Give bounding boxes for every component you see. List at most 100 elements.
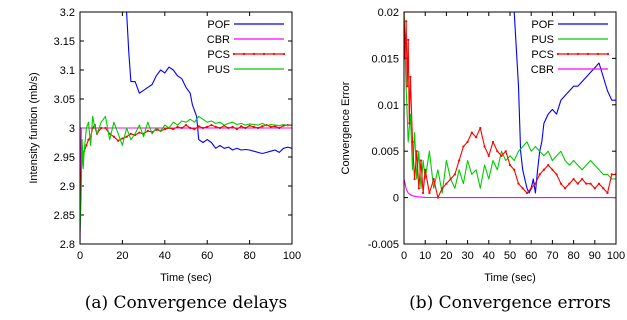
series-line-cbr <box>404 178 616 199</box>
series-point-pcs <box>248 124 251 127</box>
series-point-pcs <box>517 182 520 185</box>
series-point-pcs <box>201 126 205 130</box>
series-point-pcs <box>406 85 409 88</box>
y-tick-label: 3.15 <box>54 36 75 48</box>
series-point-pcs <box>525 191 529 195</box>
x-tick-label: 100 <box>283 250 301 262</box>
series-point-pcs <box>585 182 588 185</box>
legend-swatch-point <box>586 52 590 56</box>
series-point-pcs <box>500 154 503 157</box>
x-tick-label: 10 <box>419 250 431 262</box>
series-point-pcs <box>408 122 411 125</box>
plot-frame <box>79 11 293 245</box>
series-point-pcs <box>138 131 141 134</box>
series-point-pcs <box>589 182 592 185</box>
series-point-pcs <box>193 128 196 131</box>
x-axis-ticks: 0 10 20 30 40 50 60 70 80 90 100 <box>401 12 625 262</box>
series-point-pcs <box>555 173 558 176</box>
series-point-pcs <box>458 159 461 162</box>
y-tick-label: 3 <box>69 123 75 135</box>
legend-label-cbr: CBR <box>207 34 230 46</box>
series-point-pcs <box>572 177 575 181</box>
series-point-pcs <box>100 126 103 130</box>
series-point-pcs <box>85 144 88 147</box>
y-tick-label: 2.95 <box>54 152 75 164</box>
y-axis-label: Convergence Error <box>340 81 352 174</box>
series-point-pcs <box>413 177 416 181</box>
series-point-pcs <box>470 131 473 134</box>
series-point-pcs <box>424 168 427 171</box>
x-tick-label: 40 <box>159 250 171 262</box>
series-point-pcs <box>449 177 452 181</box>
series-point-pcs <box>564 187 567 190</box>
series-point-pcs <box>104 126 107 130</box>
legend-swatch-point <box>596 52 600 56</box>
series-point-pcs <box>206 125 209 128</box>
y-tick-label: 0 <box>393 193 399 205</box>
series-point-pcs <box>409 75 412 79</box>
series-point-pcs <box>534 182 537 185</box>
series-point-pcs <box>261 125 264 128</box>
legend-label-pus: PUS <box>531 34 554 46</box>
series-point-pcs <box>407 38 410 41</box>
series-point-pcs <box>547 164 550 167</box>
series-point-pcs <box>551 168 554 171</box>
series-point-pcs <box>421 191 425 195</box>
x-tick-label: 100 <box>607 250 625 262</box>
x-tick-label: 60 <box>201 250 213 262</box>
y-axis-ticks: -0.005 0 0.005 0.01 0.015 0.02 <box>368 7 616 251</box>
legend-label-pof: POF <box>531 19 554 31</box>
legend-swatch-point <box>252 52 256 56</box>
series-point-pcs <box>235 128 238 131</box>
series-group <box>80 12 292 244</box>
legend-label-pcs: PCS <box>531 49 554 61</box>
legend-label-cbr: CBR <box>531 64 554 76</box>
series-line-pus <box>404 12 616 194</box>
series-point-pcs <box>252 125 255 128</box>
series-point-pcs <box>87 138 90 141</box>
series-point-pcs <box>521 187 524 190</box>
series-point-pcs <box>125 135 128 138</box>
series-point-pcs <box>496 150 499 153</box>
x-tick-label: 80 <box>243 250 255 262</box>
y-tick-label: 2.8 <box>60 239 75 251</box>
series-point-pcs <box>474 136 478 139</box>
series-line-pof <box>513 12 616 194</box>
series-point-pcs <box>184 124 188 127</box>
x-tick-label: 0 <box>77 250 83 262</box>
series-point-pcs <box>146 129 149 132</box>
series-point-pcs <box>269 125 272 128</box>
series-point-pcs <box>538 173 541 176</box>
y-tick-label: 3.1 <box>60 65 75 77</box>
series-point-pcs <box>479 126 482 130</box>
plot-frame <box>403 11 617 245</box>
legend: POF PUS PCS CBR <box>531 19 610 76</box>
legend-label-pof: POF <box>207 19 230 31</box>
series-point-pcs <box>117 139 120 142</box>
y-tick-label: 2.9 <box>60 181 75 193</box>
series-line-pcs <box>404 12 616 199</box>
series-line-pof <box>126 12 292 155</box>
legend-swatch-point <box>556 52 560 56</box>
series-point-pcs <box>441 187 444 190</box>
y-axis-label: Intensity funtion (mb/s) <box>28 72 40 183</box>
legend-label-pus: PUS <box>207 64 230 76</box>
series-point-pcs <box>593 187 596 190</box>
series-point-pcs <box>189 126 192 130</box>
legend-swatch-point <box>242 52 246 56</box>
x-tick-label: 20 <box>116 250 128 262</box>
y-tick-label: 0.005 <box>371 146 399 158</box>
series-line-cbr <box>80 127 292 244</box>
series-point-pcs <box>231 125 234 128</box>
series-point-pcs <box>491 140 495 144</box>
series-point-pcs <box>542 168 546 171</box>
series-point-pcs <box>462 145 465 148</box>
y-tick-label: 2.85 <box>54 210 75 222</box>
legend-swatch-point <box>282 52 286 56</box>
caption: (b) Convergence errors <box>409 293 611 313</box>
x-tick-label: 50 <box>504 250 516 262</box>
series-point-pcs <box>602 187 605 190</box>
series-point-pcs <box>197 125 200 128</box>
series-point-pcs <box>580 177 584 181</box>
